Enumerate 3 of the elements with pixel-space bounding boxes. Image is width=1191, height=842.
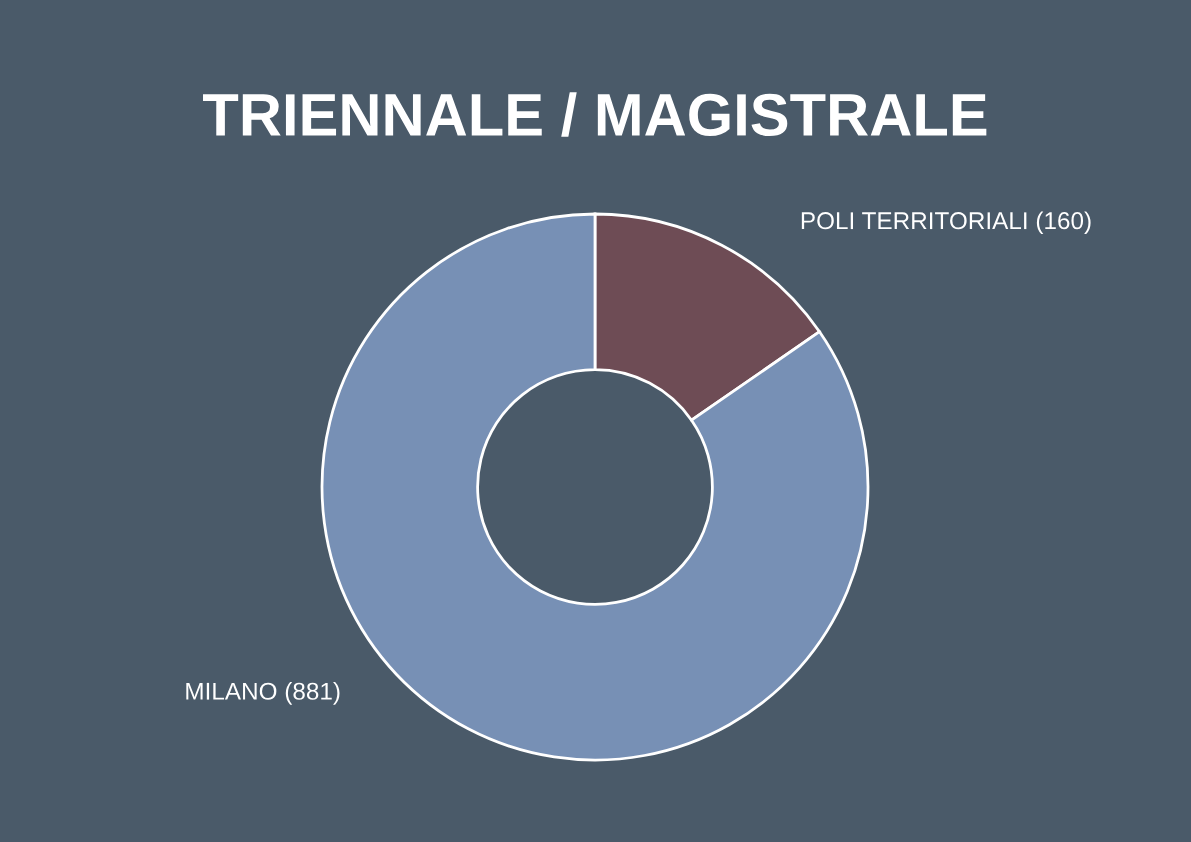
slice-label: POLI TERRITORIALI (160)	[801, 211, 1091, 235]
chart-title: TRIENNALE / MAGISTRALE	[203, 92, 987, 137]
slice-label: MILANO (881)	[186, 681, 340, 705]
